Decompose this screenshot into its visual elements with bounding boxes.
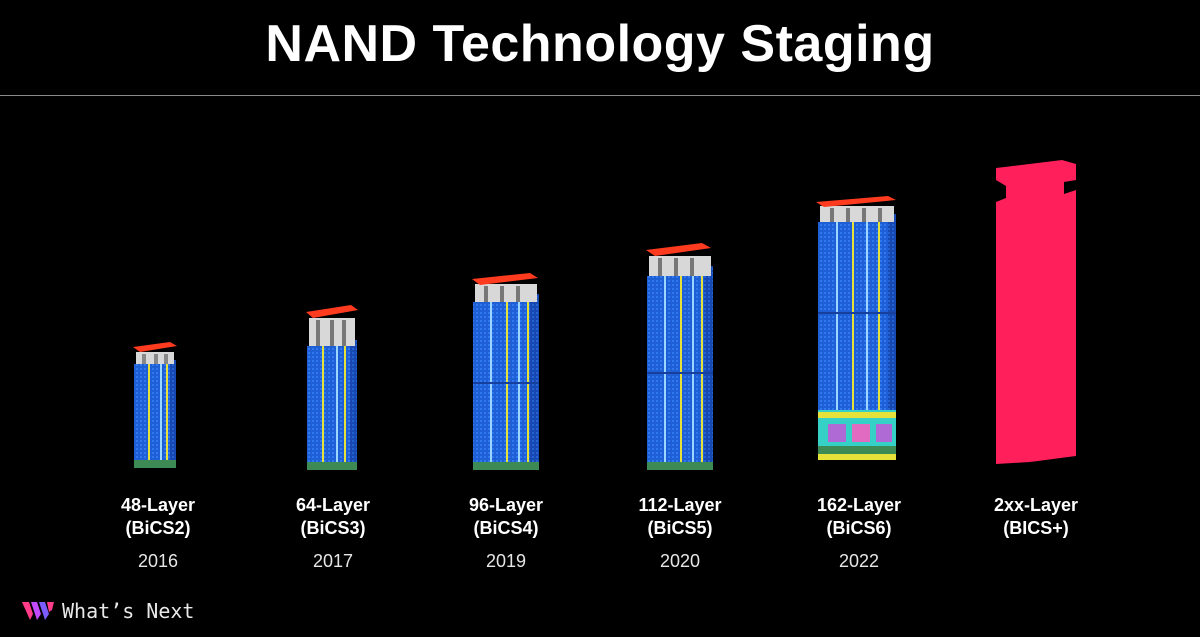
generation-name: (BiCS2) [125, 518, 191, 538]
footer: What’s Next [22, 599, 194, 623]
page-title: NAND Technology Staging [265, 15, 935, 73]
generation-layers: 2xx-Layer [993, 495, 1079, 515]
generation-48-layer: 48-Layer (BiCS2) 2016 [78, 494, 238, 572]
generation-162-layer: 162-Layer (BiCS6) 2022 [779, 494, 939, 572]
generation-2xx-layer: 2xx-Layer (BICS+) [956, 494, 1116, 540]
pillar-96-layer [472, 273, 539, 470]
generation-name: (BICS+) [1003, 518, 1069, 538]
generation-year: 2017 [312, 551, 354, 571]
generation-layers: 112-Layer [638, 495, 722, 515]
title-divider [0, 95, 1200, 96]
generation-name: (BiCS5) [647, 518, 713, 538]
pillar-2xx-layer [996, 160, 1076, 464]
generation-layers: 48-Layer [120, 495, 196, 515]
pillar-112-layer [646, 243, 713, 470]
generation-year: 2022 [838, 551, 880, 571]
generation-layers: 162-Layer [816, 495, 902, 515]
generation-layers: 96-Layer [468, 495, 544, 515]
pillar-48-layer [133, 342, 177, 468]
generation-year: 2019 [485, 551, 527, 571]
generation-96-layer: 96-Layer (BiCS4) 2019 [426, 494, 586, 572]
generation-name: (BiCS4) [473, 518, 539, 538]
generation-64-layer: 64-Layer (BiCS3) 2017 [253, 494, 413, 572]
generation-layers: 64-Layer [295, 495, 371, 515]
generation-name: (BiCS3) [300, 518, 366, 538]
generation-year: 2016 [137, 551, 179, 571]
pillar-162-layer [816, 196, 896, 460]
pillar-64-layer [306, 305, 358, 470]
generation-year: 2020 [659, 551, 701, 571]
footer-text: What’s Next [62, 599, 195, 623]
generation-112-layer: 112-Layer (BiCS5) 2020 [600, 494, 760, 572]
whats-next-logo-icon [22, 602, 54, 620]
generation-name: (BiCS6) [826, 518, 892, 538]
